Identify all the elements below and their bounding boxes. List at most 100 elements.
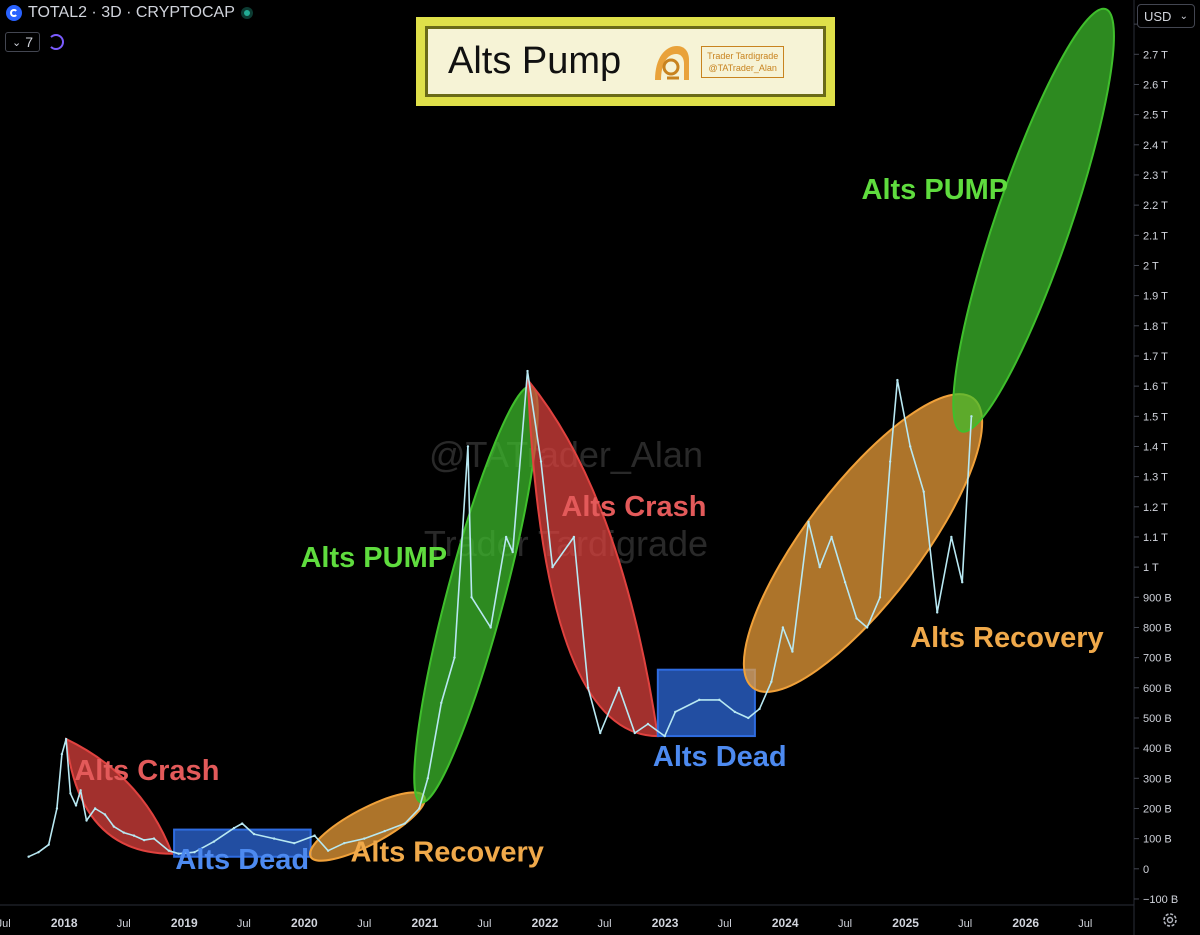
- banner-title: Alts Pump: [448, 40, 622, 82]
- price-point: [526, 369, 529, 373]
- y-tick-label: 1.7 T: [1143, 351, 1168, 363]
- price-point: [418, 807, 421, 810]
- price-point: [167, 849, 171, 852]
- y-tick-label: −100 B: [1143, 894, 1178, 906]
- y-tick-label: 2.1 T: [1143, 230, 1168, 242]
- price-point: [47, 843, 50, 846]
- y-tick-label: 1.6 T: [1143, 381, 1168, 393]
- y-tick-label: 800 B: [1143, 622, 1172, 634]
- y-tick-label: 300 B: [1143, 773, 1172, 785]
- tardigrade-logo-icon: [649, 40, 693, 84]
- price-point: [363, 837, 366, 840]
- price-point: [733, 710, 737, 714]
- y-tick-label: 400 B: [1143, 743, 1172, 755]
- price-point: [489, 626, 492, 629]
- chevron-down-icon: ⌄: [1179, 10, 1188, 22]
- price-point: [193, 851, 196, 854]
- symbol-title[interactable]: TOTAL2 · 3D · CRYPTOCAP: [28, 4, 235, 21]
- currency-select[interactable]: USD ⌄: [1137, 4, 1195, 28]
- price-point: [646, 722, 650, 726]
- title-banner: Alts Pump Trader Tardigrade @TATrader_Al…: [416, 17, 835, 106]
- x-tick-label: 2021: [411, 916, 438, 930]
- y-tick-label: 2.2 T: [1143, 200, 1168, 212]
- price-point: [27, 855, 30, 858]
- settings-gear-icon[interactable]: [1162, 912, 1178, 928]
- price-point: [961, 581, 964, 584]
- price-point: [55, 807, 59, 810]
- price-point: [572, 535, 576, 539]
- y-tick-label: 1.5 T: [1143, 411, 1168, 423]
- price-point: [470, 596, 473, 599]
- y-tick-label: 500 B: [1143, 713, 1172, 725]
- price-point: [403, 822, 406, 825]
- phase-label: Alts Dead: [653, 741, 787, 773]
- y-tick-label: 200 B: [1143, 803, 1172, 815]
- x-tick-label: Jul: [718, 918, 732, 930]
- y-tick-label: 600 B: [1143, 683, 1172, 695]
- price-point: [466, 445, 470, 448]
- price-point: [313, 834, 316, 837]
- price-point: [781, 626, 785, 629]
- y-tick-label: 1.2 T: [1143, 502, 1168, 514]
- sync-icon[interactable]: [48, 34, 65, 50]
- price-point: [807, 520, 810, 524]
- x-tick-label: 2020: [291, 916, 318, 930]
- price-point: [103, 813, 107, 816]
- y-tick-label: 900 B: [1143, 592, 1172, 604]
- y-tick-label: 1.3 T: [1143, 472, 1168, 484]
- price-point: [93, 807, 97, 810]
- x-tick-label: 2023: [652, 916, 679, 930]
- price-point: [663, 734, 666, 738]
- price-point: [383, 829, 386, 833]
- price-point: [617, 686, 621, 689]
- alts-dead-1-zone: [173, 828, 312, 858]
- price-point: [888, 460, 892, 463]
- alts-pump-2-zone: [952, 7, 1115, 433]
- price-point: [791, 650, 794, 653]
- indicators-toggle-button[interactable]: ⌄ 7: [5, 32, 41, 52]
- price-point: [865, 626, 869, 629]
- phase-label: Alts Recovery: [350, 836, 543, 868]
- time-axis[interactable]: Jul 2018 Jul 2019 Jul 2020 Jul 2021 Jul 2022 Jul 20…: [0, 904, 1134, 930]
- price-point: [896, 378, 899, 382]
- price-point: [85, 819, 88, 822]
- x-tick-label: Jul: [1078, 918, 1092, 930]
- price-point: [177, 852, 180, 855]
- price-point: [343, 841, 346, 845]
- y-tick-label: 1.9 T: [1143, 291, 1168, 303]
- price-point: [232, 826, 236, 830]
- price-point: [747, 716, 750, 720]
- x-tick-label: Jul: [237, 918, 251, 930]
- price-point: [37, 851, 40, 854]
- price-point: [132, 834, 136, 837]
- price-point: [718, 698, 721, 702]
- y-tick-label: 2.4 T: [1143, 140, 1168, 152]
- alts-crash-1-zone: [64, 737, 174, 855]
- price-point: [152, 837, 156, 840]
- price-point: [633, 731, 636, 735]
- price-point: [272, 837, 276, 840]
- stamp-handle: @TATrader_Alan: [708, 62, 777, 73]
- symbol-header[interactable]: TOTAL2 · 3D · CRYPTOCAP: [6, 4, 253, 22]
- price-point: [698, 698, 701, 702]
- price-point: [426, 777, 430, 780]
- live-status-icon: [240, 7, 253, 19]
- price-point: [843, 581, 847, 584]
- phase-label: Alts Dead: [175, 844, 309, 876]
- price-point: [599, 731, 602, 735]
- price-point: [326, 849, 330, 852]
- price-point: [79, 789, 82, 792]
- y-tick-label: 1.4 T: [1143, 441, 1168, 453]
- x-tick-label: Jul: [357, 918, 371, 930]
- price-point: [252, 832, 256, 836]
- y-tick-label: 0: [1143, 864, 1149, 876]
- x-tick-label: Jul: [838, 918, 852, 930]
- price-point: [292, 841, 296, 845]
- x-tick-label: 2019: [171, 916, 198, 930]
- y-tick-label: 700 B: [1143, 653, 1172, 665]
- price-point: [122, 831, 125, 834]
- x-tick-label: 2026: [1012, 916, 1039, 930]
- indicator-toolbar: ⌄ 7: [5, 32, 65, 52]
- price-axis[interactable]: −100 B 0 100 B 200 B 300 B 400 B 500 B 600 B 700…: [1133, 0, 1178, 935]
